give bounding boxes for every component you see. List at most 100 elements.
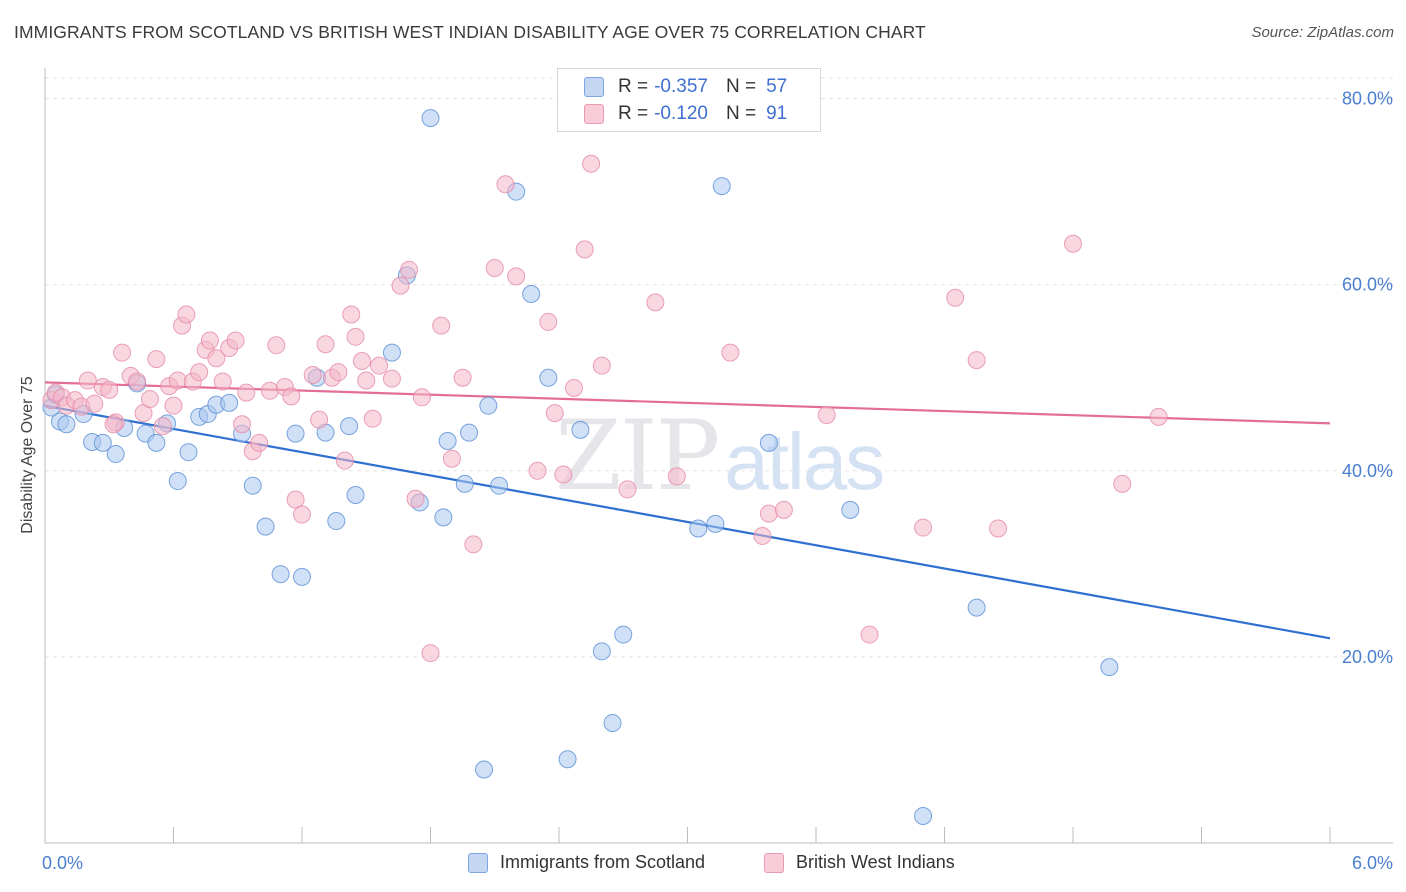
bwi-point [1064, 234, 1082, 253]
data-points [42, 109, 1168, 826]
scotland-point [106, 445, 125, 464]
bwi-point [545, 404, 564, 423]
scotland-point [539, 368, 558, 387]
scotland-point [256, 517, 275, 536]
scotland-point [346, 485, 365, 504]
bwi-point [100, 380, 119, 399]
bwi-point [646, 293, 665, 312]
scotland-point [759, 433, 778, 452]
watermark: ZIPatlas [555, 400, 885, 512]
series-swatch-bwi [764, 852, 784, 873]
bwi-point [168, 371, 187, 390]
scotland-point [479, 396, 498, 415]
bwi-point [233, 415, 252, 434]
scotland-point [382, 343, 401, 362]
series-legend: Immigrants from Scotland British West In… [0, 852, 1406, 878]
watermark-zip: ZIP [555, 400, 720, 512]
bwi-point [575, 240, 594, 259]
axes [44, 68, 1393, 844]
scotland-point [914, 807, 933, 826]
y-tick-label: 40.0% [1342, 461, 1393, 481]
bwi-point [432, 316, 451, 335]
y-tick-label: 60.0% [1342, 275, 1393, 295]
bwi-point [528, 461, 547, 480]
y-tick-labels: 20.0% 40.0% 60.0% 80.0% [1342, 89, 1393, 667]
bwi-point [370, 356, 389, 375]
scotland-point [286, 424, 305, 443]
bwi-point [346, 327, 365, 346]
scotland-point [327, 512, 346, 531]
scotland-point [967, 598, 986, 617]
x-tick-label-max: 6.0% [1352, 853, 1393, 873]
bwi-point [85, 394, 104, 413]
scotland-point [93, 433, 112, 452]
bwi-point [190, 363, 209, 382]
scotland-point [179, 443, 198, 462]
bwi-point [310, 410, 329, 429]
bwi-point [260, 381, 279, 400]
series-legend-scotland[interactable]: Immigrants from Scotland [468, 852, 705, 873]
bwi-point [357, 371, 376, 390]
scotland-point [455, 474, 474, 493]
watermark-atlas: atlas [724, 417, 885, 506]
scotland-point [614, 625, 633, 644]
bwi-point [759, 504, 778, 523]
source-label: Source: ZipAtlas.com [1251, 24, 1394, 41]
bwi-point [753, 526, 772, 545]
legend-row-scotland: R = -0.357 N = 57 [584, 74, 787, 100]
bwi-point [250, 433, 269, 452]
y-tick-label: 20.0% [1342, 647, 1393, 667]
series-legend-bwi[interactable]: British West Indians [764, 852, 955, 873]
legend-n-label: N = [725, 103, 757, 124]
scotland-point [592, 642, 611, 661]
bwi-point [618, 480, 637, 499]
scotland-point [712, 177, 731, 196]
bwi-point [412, 388, 431, 407]
bwi-point [113, 343, 132, 362]
bwi-point [582, 154, 601, 173]
y-tick-label: 80.0% [1342, 89, 1393, 109]
scotland-point [603, 713, 622, 732]
bwi-point [316, 335, 335, 354]
scotland-point [558, 750, 577, 769]
scotland-point [168, 472, 187, 491]
bwi-point [200, 331, 219, 350]
bwi-point [293, 505, 311, 524]
bwi-point [453, 368, 472, 387]
gridlines [45, 77, 1393, 658]
bwi-point [496, 175, 515, 194]
bwi-point [342, 305, 361, 324]
bwi-point [363, 409, 382, 428]
bwi-point [1113, 474, 1132, 493]
bwi-point [128, 372, 147, 391]
scotland-point [689, 519, 708, 538]
bwi-point [421, 644, 440, 663]
bwi-point [267, 336, 286, 355]
bwi-point [464, 535, 483, 554]
bwi-point [78, 371, 97, 390]
bwi-point [335, 451, 354, 470]
correlation-legend: R = -0.357 N = 57 R = -0.120 N = 91 [557, 68, 821, 132]
scotland-point [490, 476, 509, 495]
series-swatch-scotland [468, 852, 488, 873]
series-label-scotland: Immigrants from Scotland [500, 852, 706, 872]
bwi-point [554, 465, 573, 484]
bwi-point [914, 518, 933, 537]
legend-n-label: N = [725, 76, 757, 97]
bwi-point [286, 490, 305, 509]
scotland-point [1100, 658, 1119, 677]
bwi-point [352, 352, 371, 371]
legend-row-bwi: R = -0.120 N = 91 [584, 101, 787, 127]
legend-r-value: -0.120 [654, 103, 708, 124]
scotland-point [243, 476, 262, 495]
bwi-point [442, 449, 461, 468]
legend-n-value: 57 [766, 76, 788, 97]
scotland-point [421, 109, 440, 128]
scotland-point [475, 760, 494, 779]
bwi-point [303, 365, 322, 384]
bwi-point [391, 276, 410, 295]
scotland-point [522, 285, 541, 304]
bwi-point [507, 267, 526, 286]
x-tick-labels: 0.0% 6.0% [42, 853, 1393, 873]
scotland-point [57, 415, 76, 434]
